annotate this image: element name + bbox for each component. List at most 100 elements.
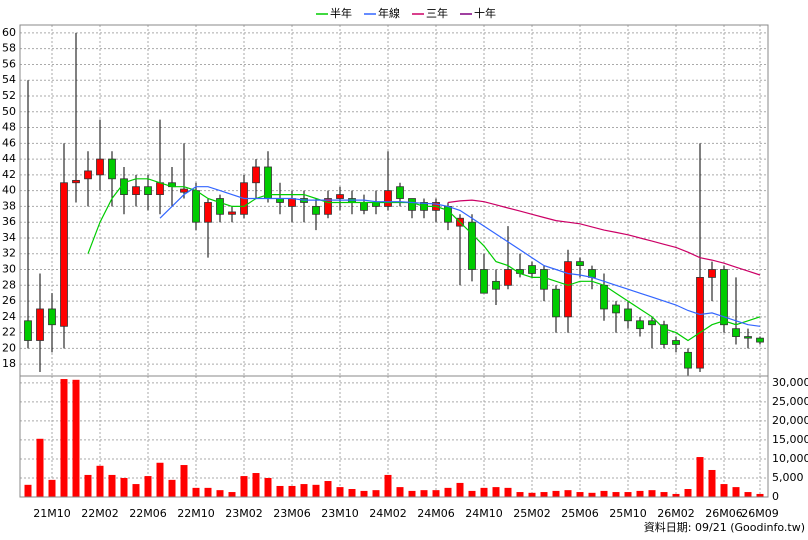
volume-bar bbox=[48, 479, 56, 497]
x-tick-label: 22M10 bbox=[177, 507, 215, 520]
y-tick-label: 34 bbox=[2, 231, 16, 244]
x-tick-label: 23M02 bbox=[225, 507, 263, 520]
x-tick-label: 23M10 bbox=[321, 507, 359, 520]
y-tick-label: 40 bbox=[2, 184, 16, 197]
volume-bar bbox=[300, 484, 308, 497]
volume-frame bbox=[19, 375, 769, 498]
volume-bar bbox=[744, 492, 752, 497]
volume-bar bbox=[144, 476, 152, 497]
volume-bar bbox=[372, 490, 380, 497]
volume-bar bbox=[432, 490, 440, 497]
candle-body bbox=[252, 166, 260, 184]
candle-body bbox=[396, 186, 404, 199]
candle-body bbox=[276, 198, 284, 203]
volume-bar bbox=[24, 484, 32, 497]
candle-body bbox=[204, 202, 212, 223]
volume-bar bbox=[72, 379, 80, 497]
candle-body bbox=[708, 269, 716, 278]
volume-bar bbox=[384, 474, 392, 497]
candle-body bbox=[744, 336, 752, 339]
volume-bar bbox=[444, 487, 452, 497]
candle-body bbox=[108, 158, 116, 180]
volume-bar bbox=[132, 484, 140, 497]
candle-body bbox=[96, 158, 104, 176]
candle-body bbox=[408, 198, 416, 211]
y2-tick-label: 20,000 bbox=[772, 414, 808, 427]
x-tick-label: 23M06 bbox=[273, 507, 311, 520]
candle-body bbox=[660, 324, 668, 345]
y-tick-label: 44 bbox=[2, 152, 16, 165]
y-tick-label: 26 bbox=[2, 294, 16, 307]
volume-bar bbox=[156, 462, 164, 497]
y-tick-label: 28 bbox=[2, 278, 16, 291]
volume-bar bbox=[648, 490, 656, 497]
volume-bar bbox=[396, 487, 404, 497]
volume-bar bbox=[204, 487, 212, 497]
candle-body bbox=[312, 206, 320, 215]
volume-bar bbox=[252, 473, 260, 497]
y-tick-label: 24 bbox=[2, 310, 16, 323]
volume-bar bbox=[312, 484, 320, 497]
y-tick-label: 54 bbox=[2, 73, 16, 86]
y-tick-label: 18 bbox=[2, 357, 16, 370]
y2-tick-label: 5,000 bbox=[772, 471, 804, 484]
x-tick-label: 25M06 bbox=[561, 507, 599, 520]
volume-bar bbox=[684, 489, 692, 497]
candle-body bbox=[144, 186, 152, 195]
candle-body bbox=[504, 269, 512, 286]
candle-body bbox=[732, 328, 740, 337]
candle-body bbox=[696, 277, 704, 369]
candle-body bbox=[480, 269, 488, 294]
moving-average-line bbox=[87, 178, 761, 342]
volume-bar bbox=[360, 490, 368, 497]
legend-label: 十年 bbox=[474, 6, 496, 20]
candle-body bbox=[540, 269, 548, 290]
volume-bar bbox=[420, 490, 428, 497]
candle-body bbox=[612, 304, 620, 314]
volume-bar bbox=[264, 477, 272, 497]
x-tick-label: 25M02 bbox=[513, 507, 551, 520]
candle-body bbox=[228, 211, 236, 215]
legend-label: 三年 bbox=[426, 6, 448, 20]
x-tick-label: 24M02 bbox=[369, 507, 407, 520]
y2-tick-label: 30,000 bbox=[772, 376, 808, 389]
volume-bar bbox=[516, 492, 524, 497]
volume-bar bbox=[408, 490, 416, 497]
candle-body bbox=[156, 182, 164, 195]
y-tick-label: 22 bbox=[2, 326, 16, 339]
candle-body bbox=[24, 320, 32, 341]
x-tick-label: 26M02 bbox=[657, 507, 695, 520]
x-tick-label: 24M06 bbox=[417, 507, 455, 520]
volume-bar bbox=[612, 492, 620, 497]
y-tick-label: 48 bbox=[2, 121, 16, 134]
candle-body bbox=[756, 337, 764, 343]
candle-body bbox=[384, 190, 392, 207]
y-tick-label: 30 bbox=[2, 263, 16, 276]
volume-bar bbox=[672, 493, 680, 497]
volume-bar bbox=[552, 490, 560, 497]
volume-bar bbox=[624, 492, 632, 497]
volume-bar bbox=[756, 493, 764, 497]
volume-bar bbox=[192, 487, 200, 497]
candle-body bbox=[216, 198, 224, 215]
volume-bar bbox=[576, 492, 584, 497]
y-tick-label: 42 bbox=[2, 168, 16, 181]
y-tick-label: 20 bbox=[2, 341, 16, 354]
candle-body bbox=[72, 179, 80, 184]
moving-average-line bbox=[159, 186, 761, 327]
candle-body bbox=[672, 340, 680, 345]
candle-body bbox=[336, 194, 344, 199]
x-tick-label: 26M09 bbox=[741, 507, 779, 520]
y-tick-label: 46 bbox=[2, 136, 16, 149]
y-tick-label: 36 bbox=[2, 215, 16, 228]
candle-body bbox=[528, 265, 536, 274]
volume-bar bbox=[36, 438, 44, 497]
candle-body bbox=[648, 320, 656, 326]
candle-body bbox=[684, 351, 692, 369]
x-tick-label: 24M10 bbox=[465, 507, 503, 520]
x-tick-label: 21M10 bbox=[33, 507, 71, 520]
volume-bar bbox=[336, 487, 344, 497]
volume-bar bbox=[120, 477, 128, 497]
volume-bar bbox=[84, 474, 92, 497]
volume-bar bbox=[324, 481, 332, 497]
